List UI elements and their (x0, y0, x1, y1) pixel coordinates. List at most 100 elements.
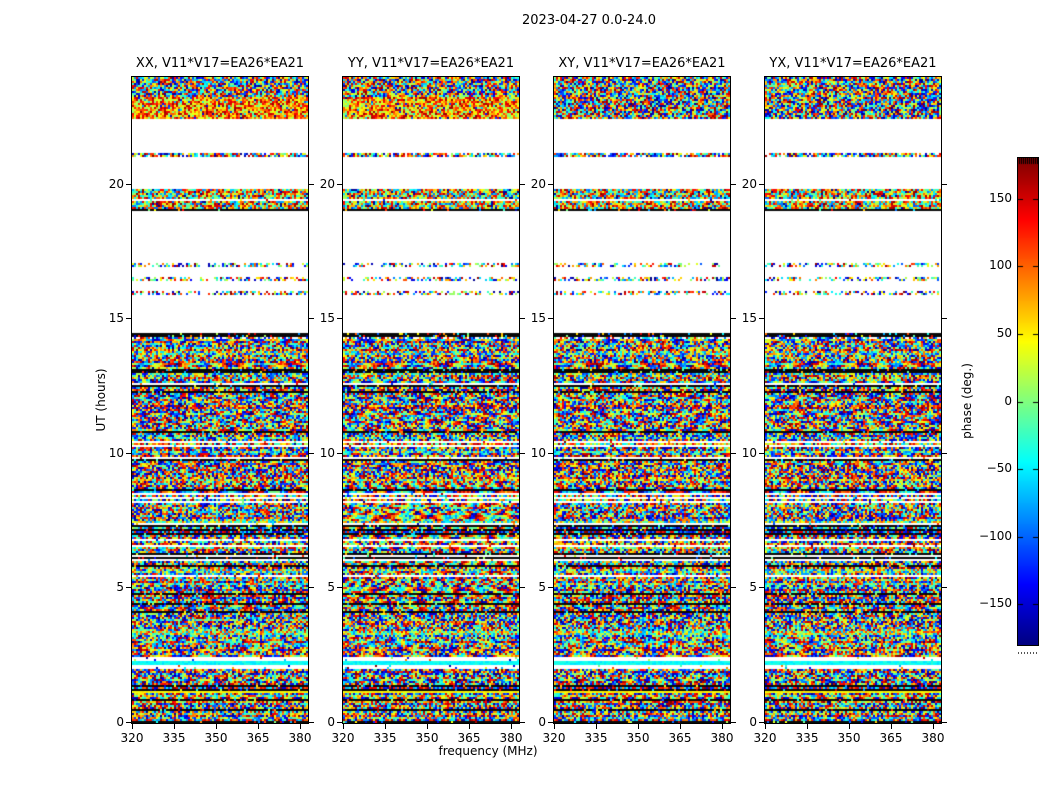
colorbar-tick-label: −100 (979, 529, 1012, 543)
y-tick-mark-right (309, 184, 314, 185)
x-tick-mark (469, 724, 470, 729)
y-tick-mark-right (731, 453, 736, 454)
x-tick-label: 380 (499, 731, 523, 745)
y-tick-mark (126, 184, 131, 185)
y-tick-label: 15 (108, 311, 124, 325)
x-tick-label: 350 (837, 731, 861, 745)
y-tick-mark (337, 722, 342, 723)
x-tick-mark (849, 724, 850, 729)
y-tick-label: 5 (749, 580, 757, 594)
y-tick-mark (126, 453, 131, 454)
colorbar (1017, 157, 1039, 646)
x-tick-mark (596, 724, 597, 729)
y-tick-mark-right (942, 318, 947, 319)
heatmap-panel-xx (131, 76, 309, 724)
colorbar-tick-label: 150 (989, 191, 1012, 205)
colorbar-gradient (1018, 158, 1038, 645)
x-tick-mark (891, 724, 892, 729)
y-tick-mark-right (731, 722, 736, 723)
y-tick-label: 20 (108, 177, 124, 191)
x-tick-mark (174, 724, 175, 729)
x-tick-mark (554, 724, 555, 729)
y-tick-label: 10 (319, 446, 335, 460)
y-tick-mark (759, 184, 764, 185)
x-tick-label: 335 (373, 731, 397, 745)
y-tick-mark (548, 453, 553, 454)
y-tick-mark (337, 453, 342, 454)
x-tick-mark (765, 724, 766, 729)
y-tick-label: 5 (327, 580, 335, 594)
x-tick-label: 380 (921, 731, 945, 745)
y-tick-mark (337, 184, 342, 185)
heatmap-canvas-yy (343, 77, 519, 723)
y-tick-label: 20 (741, 177, 757, 191)
colorbar-tick-label: 0 (1004, 394, 1012, 408)
y-tick-label: 0 (327, 715, 335, 729)
x-tick-mark (807, 724, 808, 729)
colorbar-tick-label: 100 (989, 258, 1012, 272)
x-tick-mark (132, 724, 133, 729)
x-tick-label: 320 (542, 731, 566, 745)
y-tick-label: 10 (530, 446, 546, 460)
heatmap-canvas-xx (132, 77, 308, 723)
y-tick-mark (337, 587, 342, 588)
x-tick-mark (427, 724, 428, 729)
y-tick-label: 15 (319, 311, 335, 325)
y-tick-mark-right (731, 587, 736, 588)
colorbar-end-dots (1018, 652, 1038, 654)
y-tick-label: 20 (319, 177, 335, 191)
colorbar-tick-label: 50 (996, 326, 1012, 340)
y-tick-mark (126, 587, 131, 588)
y-tick-label: 5 (116, 580, 124, 594)
x-tick-label: 380 (288, 731, 312, 745)
y-tick-mark-right (731, 318, 736, 319)
y-tick-mark-right (520, 587, 525, 588)
x-tick-label: 335 (584, 731, 608, 745)
x-tick-label: 350 (415, 731, 439, 745)
panel-title-yy: YY, V11*V17=EA26*EA21 (347, 56, 515, 71)
y-tick-mark-right (309, 722, 314, 723)
x-tick-label: 335 (795, 731, 819, 745)
y-tick-label: 15 (741, 311, 757, 325)
x-tick-mark (638, 724, 639, 729)
x-tick-mark (258, 724, 259, 729)
x-tick-label: 350 (204, 731, 228, 745)
x-tick-mark (511, 724, 512, 729)
y-tick-mark (759, 722, 764, 723)
y-tick-mark (548, 318, 553, 319)
y-tick-label: 0 (116, 715, 124, 729)
y-tick-mark-right (520, 722, 525, 723)
y-tick-label: 10 (108, 446, 124, 460)
x-tick-label: 320 (331, 731, 355, 745)
y-tick-mark (759, 453, 764, 454)
x-tick-label: 335 (162, 731, 186, 745)
y-tick-mark (126, 722, 131, 723)
heatmap-canvas-xy (554, 77, 730, 723)
x-tick-label: 320 (753, 731, 777, 745)
panel-title-xx: XX, V11*V17=EA26*EA21 (135, 56, 305, 71)
y-tick-mark (548, 587, 553, 588)
x-tick-label: 365 (246, 731, 270, 745)
y-tick-mark-right (942, 587, 947, 588)
y-axis-label: UT (hours) (94, 368, 108, 432)
colorbar-tick-label: −150 (979, 596, 1012, 610)
x-tick-mark (300, 724, 301, 729)
y-tick-label: 5 (538, 580, 546, 594)
y-tick-label: 0 (749, 715, 757, 729)
x-tick-mark (385, 724, 386, 729)
y-tick-mark (548, 722, 553, 723)
x-tick-label: 365 (668, 731, 692, 745)
y-tick-mark-right (520, 453, 525, 454)
colorbar-tick-label: −50 (986, 461, 1012, 475)
x-axis-label: frequency (MHz) (438, 744, 538, 758)
x-tick-label: 365 (879, 731, 903, 745)
x-tick-mark (722, 724, 723, 729)
heatmap-canvas-yx (765, 77, 941, 723)
x-tick-label: 365 (457, 731, 481, 745)
x-tick-mark (680, 724, 681, 729)
y-tick-mark-right (309, 318, 314, 319)
y-tick-mark-right (942, 184, 947, 185)
x-tick-label: 320 (120, 731, 144, 745)
y-tick-label: 15 (530, 311, 546, 325)
